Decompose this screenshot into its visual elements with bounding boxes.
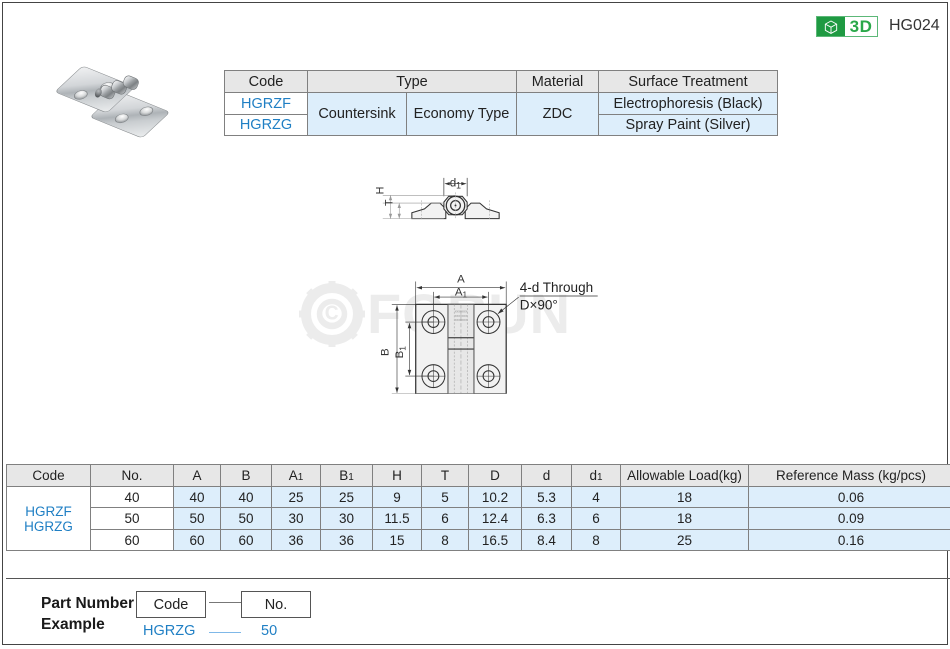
svg-text:©: © [319,294,344,332]
svg-text:B: B [380,348,392,356]
svg-text:D×90°: D×90° [520,298,558,313]
svg-text:4-d Through: 4-d Through [520,280,593,295]
svg-text:B1: B1 [394,346,407,359]
svg-text:A: A [457,274,465,286]
svg-text:A1: A1 [455,287,468,300]
svg-text:XXXXXX: XXXXXX [455,318,468,322]
